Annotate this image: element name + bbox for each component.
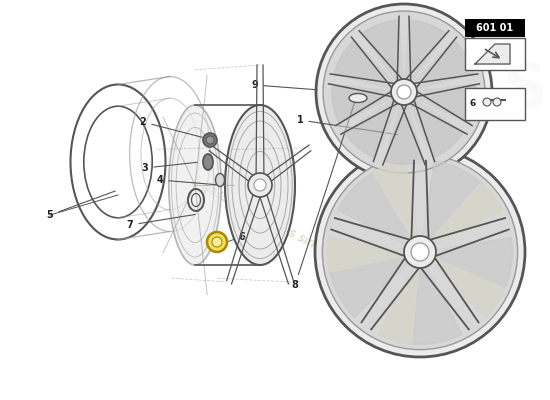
Text: 9: 9	[252, 80, 317, 90]
Polygon shape	[331, 218, 423, 260]
Polygon shape	[332, 84, 404, 124]
Text: 4: 4	[157, 175, 217, 185]
Polygon shape	[344, 92, 404, 158]
Circle shape	[397, 85, 411, 99]
Polygon shape	[351, 31, 409, 96]
Text: 7: 7	[126, 214, 195, 230]
Ellipse shape	[216, 174, 224, 186]
Polygon shape	[400, 86, 472, 134]
Bar	[465, 19, 525, 37]
Circle shape	[322, 154, 518, 350]
Polygon shape	[338, 161, 420, 252]
Polygon shape	[412, 247, 478, 330]
Text: 601 01: 601 01	[476, 23, 514, 33]
Circle shape	[316, 4, 492, 180]
Circle shape	[203, 133, 217, 147]
Polygon shape	[411, 161, 429, 252]
Polygon shape	[373, 90, 411, 165]
Polygon shape	[398, 90, 434, 165]
Polygon shape	[336, 86, 408, 134]
Polygon shape	[378, 252, 420, 344]
Polygon shape	[420, 238, 513, 317]
Circle shape	[212, 237, 222, 247]
Text: 5: 5	[47, 191, 115, 220]
Polygon shape	[328, 74, 405, 99]
Polygon shape	[361, 20, 404, 92]
Ellipse shape	[349, 94, 367, 102]
Text: 3: 3	[142, 162, 197, 173]
Polygon shape	[475, 44, 510, 64]
Polygon shape	[403, 74, 480, 99]
Circle shape	[254, 179, 266, 191]
Circle shape	[404, 236, 436, 268]
Polygon shape	[373, 161, 420, 252]
Polygon shape	[384, 92, 424, 164]
Circle shape	[483, 98, 491, 106]
Circle shape	[207, 232, 227, 252]
Ellipse shape	[203, 154, 213, 170]
Polygon shape	[399, 31, 456, 96]
Polygon shape	[328, 238, 420, 317]
Bar	[465, 38, 525, 70]
Polygon shape	[404, 92, 464, 158]
Polygon shape	[334, 40, 404, 92]
Ellipse shape	[169, 105, 221, 265]
Circle shape	[493, 98, 501, 106]
Polygon shape	[328, 238, 420, 272]
Text: PARTS: PARTS	[332, 60, 548, 120]
Polygon shape	[420, 161, 502, 252]
Bar	[465, 88, 525, 120]
Text: 8: 8	[292, 95, 357, 290]
Polygon shape	[378, 252, 462, 344]
Polygon shape	[361, 247, 427, 330]
Polygon shape	[420, 252, 505, 317]
Text: a passion for parts since 1985: a passion for parts since 1985	[189, 175, 361, 275]
Circle shape	[391, 79, 417, 105]
Circle shape	[248, 173, 272, 197]
Polygon shape	[417, 218, 509, 260]
Text: 6: 6	[470, 100, 476, 108]
Text: 2: 2	[140, 117, 202, 137]
Polygon shape	[404, 84, 476, 124]
Ellipse shape	[225, 105, 295, 265]
Circle shape	[411, 243, 429, 261]
Circle shape	[323, 11, 485, 173]
Circle shape	[315, 147, 525, 357]
Polygon shape	[404, 20, 447, 92]
Text: 1: 1	[296, 115, 397, 134]
Polygon shape	[420, 183, 502, 252]
Polygon shape	[404, 40, 474, 92]
Polygon shape	[397, 16, 411, 92]
Circle shape	[206, 136, 214, 144]
Text: 6: 6	[239, 232, 245, 242]
